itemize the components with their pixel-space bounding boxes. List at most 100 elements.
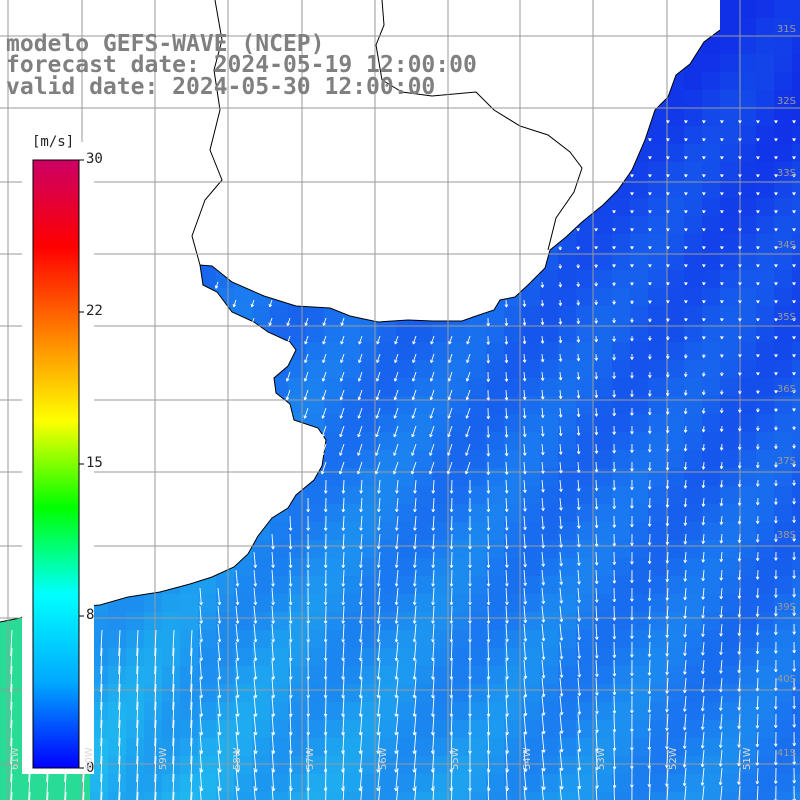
ocean-cell <box>774 486 792 504</box>
wind-arrow <box>465 425 471 438</box>
wind-arrow <box>486 605 491 624</box>
lon-label: 54W <box>522 747 533 770</box>
ocean-cell <box>720 738 738 756</box>
ocean-cell <box>684 594 702 612</box>
wind-arrow <box>558 425 563 437</box>
wind-arrow <box>486 407 491 420</box>
ocean-cell <box>648 468 666 486</box>
ocean-cell <box>630 252 648 270</box>
ocean-cell <box>468 702 486 720</box>
wind-arrow <box>684 155 688 160</box>
wind-arrow <box>541 659 546 679</box>
ocean-cell <box>144 702 162 720</box>
wind-arrow <box>612 371 616 379</box>
wind-arrow <box>431 551 435 568</box>
ocean-cell <box>432 414 450 432</box>
wind-arrow <box>701 659 705 675</box>
ocean-cell <box>432 540 450 558</box>
wind-arrow <box>612 317 616 324</box>
wind-arrow <box>253 641 258 661</box>
wind-arrow <box>577 695 582 715</box>
ocean-cell <box>792 234 800 252</box>
wind-arrow <box>288 605 293 624</box>
ocean-cell <box>198 684 216 702</box>
colorbar-tick-8: 8 <box>86 607 95 623</box>
ocean-cell <box>252 576 270 594</box>
ocean-cell <box>486 738 504 756</box>
ocean-cell <box>252 306 270 324</box>
ocean-cell <box>288 360 306 378</box>
ocean-cell <box>684 738 702 756</box>
ocean-cell <box>180 666 198 684</box>
ocean-cell <box>720 702 738 720</box>
ocean-cell <box>414 576 432 594</box>
wind-arrow <box>468 605 472 624</box>
ocean-cell <box>792 72 800 90</box>
wind-arrow <box>755 515 760 524</box>
ocean-cell <box>774 576 792 594</box>
ocean-cell <box>774 594 792 612</box>
wind-arrow <box>647 533 652 546</box>
ocean-cell <box>630 522 648 540</box>
lat-label: 33S <box>776 168 796 179</box>
wind-arrow <box>683 551 688 563</box>
ocean-cell <box>612 504 630 522</box>
wind-arrow <box>773 695 778 710</box>
wind-arrow <box>647 677 652 695</box>
ocean-cell <box>558 306 576 324</box>
ocean-cell <box>738 252 756 270</box>
ocean-cell <box>738 126 756 144</box>
wind-arrow <box>756 209 760 214</box>
ocean-cell <box>414 648 432 666</box>
wind-arrow <box>522 407 527 419</box>
ocean-cell <box>414 450 432 468</box>
wind-arrow <box>323 479 328 494</box>
wind-arrow <box>792 551 796 561</box>
ocean-cell <box>594 306 612 324</box>
wind-arrow <box>718 749 723 767</box>
wind-arrow <box>594 605 599 622</box>
ocean-cell <box>630 666 648 684</box>
wind-arrow <box>612 479 617 491</box>
ocean-cell <box>450 792 468 800</box>
ocean-cell <box>684 540 702 558</box>
lat-label: 31S <box>776 24 796 35</box>
wind-arrow <box>83 791 85 800</box>
wind-arrow <box>738 137 742 142</box>
lat-label: 36S <box>776 384 796 395</box>
ocean-cell <box>720 540 738 558</box>
wind-arrow <box>719 533 724 544</box>
ocean-cell <box>630 162 648 180</box>
wind-arrow <box>630 443 634 453</box>
wind-arrow <box>288 515 293 531</box>
ocean-cell <box>684 450 702 468</box>
wind-arrow <box>341 551 346 568</box>
wind-arrow <box>559 713 564 734</box>
ocean-cell <box>684 216 702 234</box>
wind-arrow <box>411 371 417 382</box>
wind-arrow <box>357 425 363 438</box>
wind-arrow <box>468 623 472 643</box>
ocean-cell <box>702 198 720 216</box>
ocean-cell <box>792 378 800 396</box>
ocean-cell <box>360 432 378 450</box>
wind-arrow <box>468 479 472 494</box>
ocean-cell <box>522 306 540 324</box>
wind-arrow <box>190 647 193 674</box>
ocean-cell <box>306 792 324 800</box>
wind-arrow <box>792 533 796 542</box>
ocean-cell <box>738 360 756 378</box>
wind-arrow <box>486 551 491 568</box>
ocean-cell <box>738 738 756 756</box>
wind-arrow <box>559 695 564 716</box>
wind-arrow <box>720 335 724 340</box>
ocean-cell <box>594 522 612 540</box>
ocean-cell <box>522 558 540 576</box>
wind-arrow <box>306 569 311 587</box>
ocean-cell <box>108 720 126 738</box>
wind-arrow <box>792 425 796 430</box>
ocean-cell <box>396 612 414 630</box>
ocean-cell <box>630 792 648 800</box>
wind-arrow <box>683 677 687 694</box>
wind-arrow <box>559 605 564 623</box>
